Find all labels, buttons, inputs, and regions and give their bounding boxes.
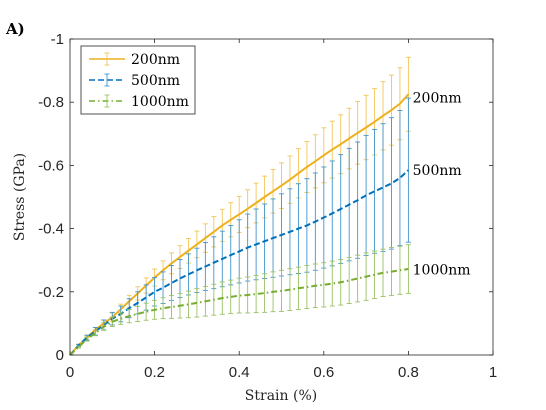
legend-label: 500nm bbox=[131, 73, 180, 89]
x-tick-label: 0.2 bbox=[144, 364, 165, 381]
legend-item-1000nm: 1000nm bbox=[89, 94, 189, 110]
x-tick-label: 0.8 bbox=[398, 364, 419, 381]
legend-item-500nm: 500nm bbox=[89, 73, 180, 89]
y-tick-label: -0.6 bbox=[38, 157, 64, 174]
y-axis-label: Stress (GPa) bbox=[12, 153, 28, 241]
end-label-500nm: 500nm bbox=[413, 163, 462, 179]
series-layer bbox=[69, 56, 411, 356]
legend-item-200nm: 200nm bbox=[89, 52, 180, 68]
x-tick-label: 0.4 bbox=[229, 364, 250, 381]
series-line-1000nm bbox=[69, 268, 409, 356]
legend-label: 200nm bbox=[131, 52, 180, 68]
axes-box bbox=[69, 38, 494, 356]
y-tick-label: -0.8 bbox=[38, 94, 64, 111]
x-tick-label: 0 bbox=[66, 364, 74, 381]
end-label-200nm: 200nm bbox=[413, 90, 462, 106]
panel-label: A) bbox=[5, 20, 25, 38]
series-line-200nm bbox=[69, 93, 410, 356]
y-tick-label: 0 bbox=[56, 347, 64, 364]
y-tick-label: -0.4 bbox=[38, 221, 64, 238]
series-1000nm bbox=[69, 244, 411, 356]
series-line-500nm bbox=[69, 169, 410, 356]
x-tick-label: 1 bbox=[489, 364, 497, 381]
y-tick-label: -1 bbox=[51, 31, 64, 48]
end-labels: 200nm 500nm 1000nm bbox=[413, 90, 471, 278]
x-tick-label: 0.6 bbox=[313, 364, 334, 381]
x-axis-label: Strain (%) bbox=[245, 388, 317, 404]
end-label-1000nm: 1000nm bbox=[413, 263, 471, 279]
series-500nm bbox=[69, 97, 411, 356]
legend-label: 1000nm bbox=[131, 94, 189, 110]
axes-layer: 0 0.2 0.4 0.6 0.8 1 0 -0.2 -0.4 -0.6 -0.8 -1 bbox=[38, 31, 497, 381]
legend: 200nm 500nm 1000nm bbox=[80, 45, 196, 115]
y-tick-label: -0.2 bbox=[38, 284, 64, 301]
